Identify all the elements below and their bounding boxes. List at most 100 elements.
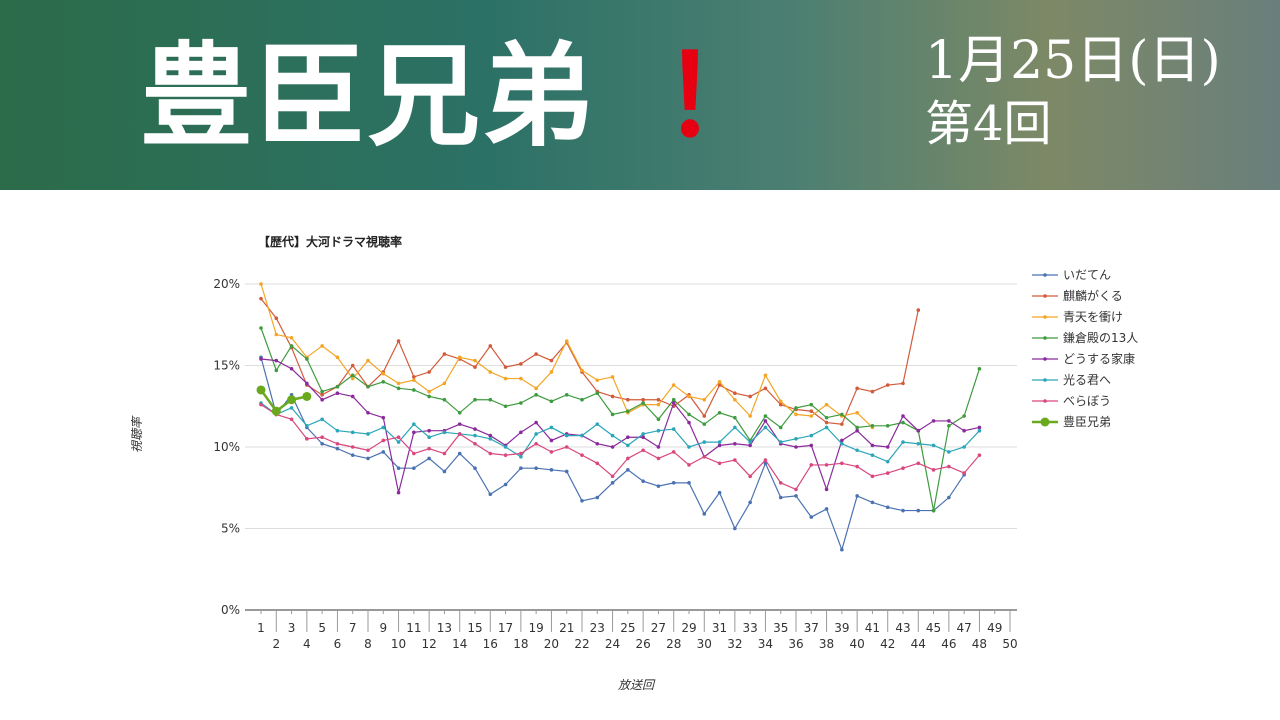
x-tick-label: 13: [437, 621, 452, 635]
data-point: [534, 466, 538, 470]
data-point: [794, 487, 798, 492]
data-point: [870, 424, 875, 428]
data-point: [947, 464, 951, 469]
legend-swatch-marker: [1043, 294, 1047, 298]
x-tick-label: 27: [651, 621, 666, 635]
data-point: [809, 463, 814, 467]
x-tick-label: 29: [681, 621, 696, 635]
x-tick-label: 39: [834, 621, 849, 635]
data-point: [320, 389, 324, 394]
data-point: [885, 445, 890, 449]
data-point: [794, 406, 798, 410]
series-line: [260, 402, 980, 463]
data-point: [259, 282, 263, 286]
x-tick-label: 34: [758, 637, 773, 651]
legend-item: 光る君へ: [1032, 373, 1111, 387]
data-point: [778, 481, 783, 485]
x-tick-label: 7: [349, 621, 357, 635]
data-point: [442, 397, 447, 402]
legend-item: 青天を衝け: [1032, 310, 1123, 324]
data-point: [580, 498, 584, 503]
data-point: [671, 450, 676, 454]
episode-number: 第4回: [925, 96, 1052, 152]
data-point: [794, 445, 798, 449]
data-point: [763, 373, 768, 378]
data-point: [519, 466, 523, 470]
x-tick-label: 36: [788, 637, 803, 651]
y-tick-label: 5%: [221, 522, 240, 536]
legend-label: どうする家康: [1063, 351, 1135, 366]
data-point: [687, 394, 691, 399]
legend-label: 豊臣兄弟: [1063, 415, 1111, 429]
data-point: [473, 365, 477, 369]
data-point: [366, 432, 370, 436]
data-point: [855, 428, 859, 433]
x-tick-label: 14: [452, 637, 467, 651]
data-point: [320, 397, 324, 402]
data-point: [503, 365, 508, 369]
data-point: [488, 451, 493, 456]
x-tick-label: 44: [911, 637, 926, 651]
x-tick-label: 28: [666, 637, 681, 651]
x-axis-ticks: 1234567891011121314151617181920212223242…: [257, 610, 1018, 651]
data-point: [916, 461, 921, 466]
data-point: [534, 420, 538, 425]
x-tick-label: 4: [303, 637, 311, 651]
data-point: [287, 395, 297, 405]
data-point: [824, 415, 829, 420]
data-point: [671, 401, 676, 405]
data-point: [488, 437, 493, 441]
data-point: [488, 492, 493, 497]
data-point: [809, 515, 814, 519]
data-point: [840, 412, 844, 417]
data-point: [687, 445, 691, 449]
data-point: [717, 440, 722, 444]
data-point: [289, 335, 294, 340]
data-point: [457, 451, 462, 456]
series-line: [260, 358, 980, 493]
x-tick-label: 40: [850, 637, 865, 651]
data-point: [442, 430, 447, 435]
data-point: [519, 454, 523, 459]
data-point: [427, 394, 431, 399]
data-point: [702, 454, 707, 459]
data-point: [534, 386, 538, 391]
data-point: [595, 441, 600, 446]
x-tick-label: 11: [406, 621, 421, 635]
data-point: [503, 404, 508, 409]
data-point: [763, 414, 768, 418]
data-point: [442, 469, 447, 474]
data-point: [626, 456, 630, 461]
legend-swatch-marker: [1043, 336, 1047, 340]
data-point: [519, 401, 523, 405]
data-point: [595, 495, 600, 500]
data-point: [641, 397, 645, 402]
data-point: [931, 508, 936, 513]
series-line: [260, 404, 980, 491]
x-tick-label: 37: [804, 621, 819, 635]
data-point: [396, 440, 401, 444]
data-point: [320, 435, 324, 440]
data-point: [335, 446, 340, 451]
data-point: [412, 388, 416, 392]
data-point: [824, 487, 829, 492]
data-point: [473, 397, 477, 402]
data-point: [641, 435, 645, 440]
data-point: [778, 495, 783, 500]
x-tick-label: 42: [880, 637, 895, 651]
data-point: [396, 435, 401, 440]
data-point: [503, 482, 508, 487]
data-point: [580, 397, 584, 402]
legend-item: いだてん: [1032, 268, 1111, 282]
data-point: [412, 451, 416, 456]
data-point: [778, 399, 783, 404]
data-point: [931, 419, 936, 423]
data-point: [855, 464, 859, 469]
x-tick-label: 43: [895, 621, 910, 635]
x-tick-label: 41: [865, 621, 880, 635]
data-point: [320, 417, 324, 422]
legend-item: どうする家康: [1032, 351, 1135, 366]
series-いだてん: [259, 355, 966, 552]
x-tick-label: 35: [773, 621, 788, 635]
data-point: [488, 370, 493, 374]
